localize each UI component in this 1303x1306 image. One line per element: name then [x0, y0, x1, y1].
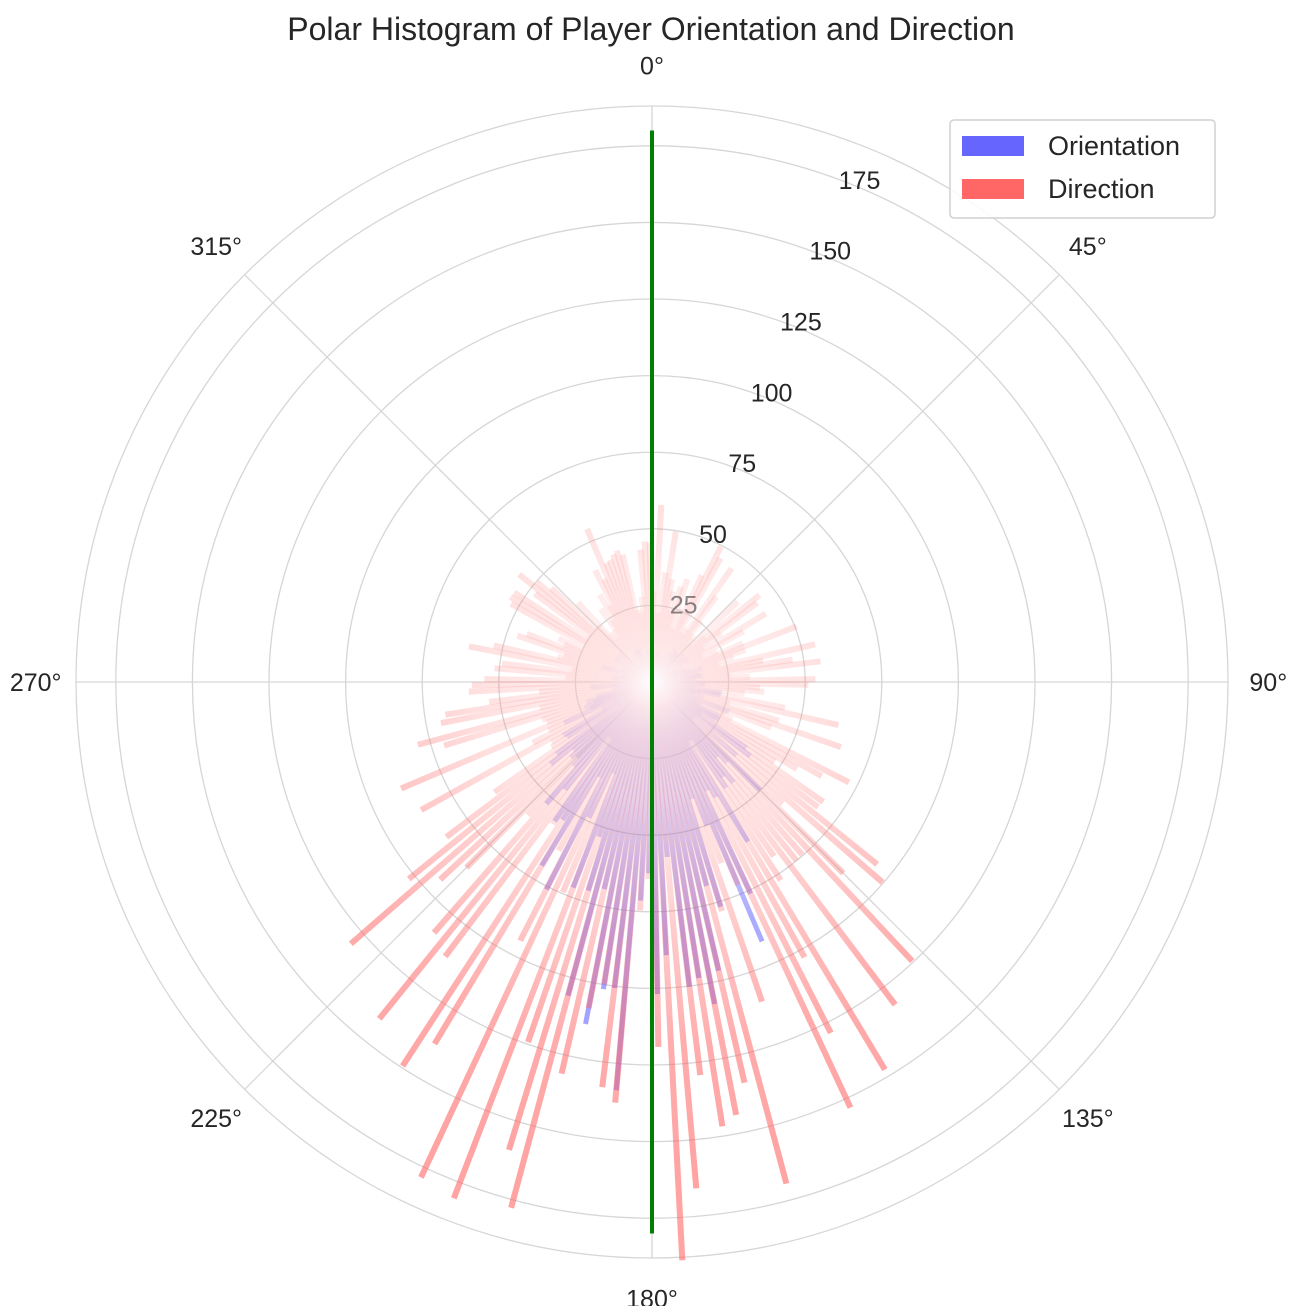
angle-tick-315: 315°: [190, 233, 242, 261]
radial-tick-75: 75: [728, 450, 756, 478]
radial-tick-50: 50: [699, 521, 727, 549]
radial-tick-25: 25: [670, 592, 698, 620]
angle-tick-90: 90°: [1249, 669, 1287, 697]
direction-bar-88: [649, 681, 686, 1261]
legend-label-orientation: Orientation: [1048, 131, 1180, 161]
legend: Orientation Direction: [949, 119, 1216, 219]
radial-tick-150: 150: [809, 238, 851, 266]
angle-tick-225: 225°: [190, 1105, 242, 1133]
angle-tick-labels: 0° 45° 90° 135° 180° 225° 270° 315°: [10, 53, 1287, 1306]
direction-bar-102: [418, 680, 655, 1179]
direction-bars: [348, 504, 915, 1261]
radial-tick-labels: 25 50 75 100 125 150 175: [670, 167, 881, 620]
grid-spoke-7: [244, 274, 653, 683]
direction-bar-100: [451, 680, 655, 1200]
angle-tick-135: 135°: [1062, 1105, 1114, 1133]
angle-tick-0: 0°: [640, 53, 664, 81]
radial-tick-125: 125: [780, 309, 822, 337]
radial-tick-100: 100: [751, 379, 793, 407]
angle-tick-270: 270°: [10, 669, 62, 697]
angle-tick-45: 45°: [1069, 233, 1107, 261]
chart-title: Polar Histogram of Player Orientation an…: [287, 11, 1014, 47]
direction-bar-97: [508, 681, 655, 1209]
legend-swatch-direction: [962, 179, 1024, 199]
radial-tick-175: 175: [839, 167, 881, 195]
legend-swatch-orientation: [962, 136, 1024, 156]
grid-spoke-1: [651, 274, 1060, 683]
angle-tick-180: 180°: [626, 1285, 678, 1306]
direction-bar-82: [649, 681, 790, 1185]
legend-label-direction: Direction: [1048, 174, 1155, 204]
